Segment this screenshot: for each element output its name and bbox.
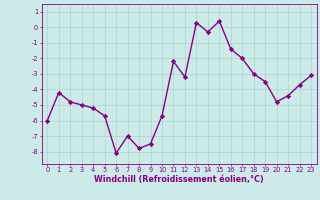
- X-axis label: Windchill (Refroidissement éolien,°C): Windchill (Refroidissement éolien,°C): [94, 175, 264, 184]
